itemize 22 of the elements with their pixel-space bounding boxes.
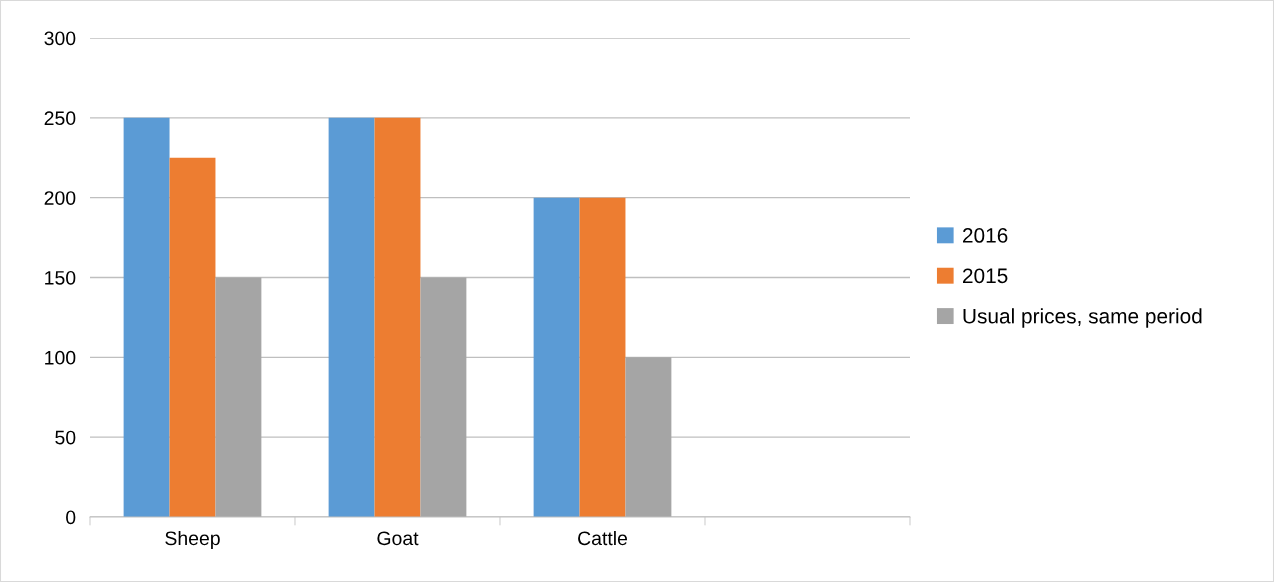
bar bbox=[215, 277, 262, 517]
bar bbox=[328, 117, 375, 517]
x-tick-label: Sheep bbox=[165, 530, 220, 550]
legend-label: 2015 bbox=[963, 268, 1008, 284]
x-tick-label: Cattle bbox=[578, 530, 628, 546]
bar bbox=[123, 117, 170, 517]
legend-label: 2016 bbox=[963, 228, 1008, 243]
bar bbox=[374, 117, 421, 517]
y-tick-label: 50 bbox=[55, 430, 76, 445]
bar bbox=[533, 197, 580, 517]
x-tick-label: Goat bbox=[377, 531, 419, 546]
y-tick-label: 200 bbox=[44, 191, 76, 205]
legend-label: Usual prices, same period bbox=[963, 308, 1202, 328]
bar bbox=[625, 357, 672, 517]
y-tick-label: 100 bbox=[45, 350, 76, 365]
bar bbox=[420, 277, 467, 517]
bar bbox=[579, 197, 626, 517]
y-tick-label: 250 bbox=[44, 111, 76, 126]
y-tick-label: 0 bbox=[66, 510, 76, 525]
bar bbox=[169, 157, 216, 517]
y-tick-label: 300 bbox=[44, 31, 76, 46]
y-tick-label: 150 bbox=[45, 270, 76, 285]
